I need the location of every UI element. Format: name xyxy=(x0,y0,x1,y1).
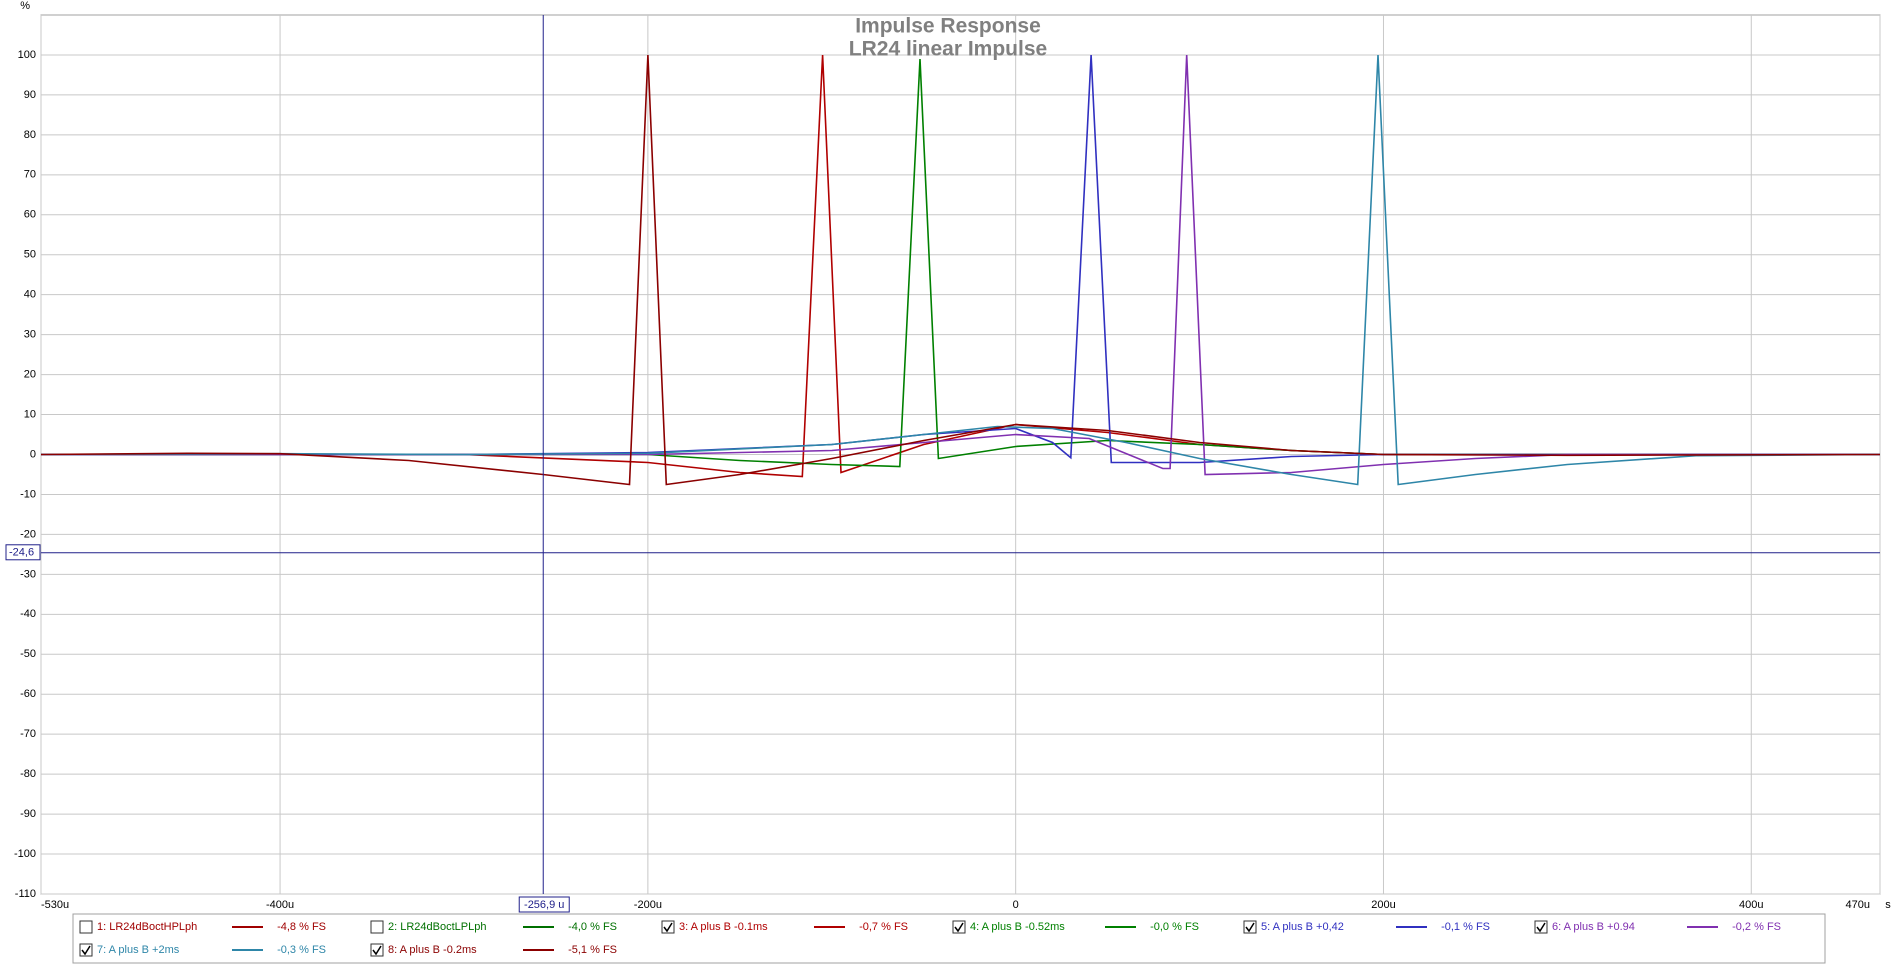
legend-readout: -0,3 % FS xyxy=(277,944,326,956)
legend xyxy=(72,913,1826,964)
legend-check xyxy=(81,945,91,956)
y-tick-label: -70 xyxy=(20,728,36,740)
x-unit: s xyxy=(1885,899,1891,911)
legend-name: 1: LR24dBoctHPLph xyxy=(97,921,197,933)
chart-subtitle: LR24 linear Impulse xyxy=(849,38,1047,61)
legend-check xyxy=(1536,922,1546,933)
legend-checkbox[interactable] xyxy=(1243,920,1257,934)
legend-name: 3: A plus B -0.1ms xyxy=(679,921,768,933)
series-line xyxy=(41,54,1880,476)
y-tick-label: -110 xyxy=(15,888,36,900)
legend-checkbox[interactable] xyxy=(370,920,384,934)
legend-check xyxy=(372,945,382,956)
legend-readout: -4,8 % FS xyxy=(277,921,326,933)
legend-name: 5: A plus B +0,42 xyxy=(1261,921,1344,933)
y-tick-label: 60 xyxy=(24,209,36,221)
y-tick-label: 70 xyxy=(24,169,36,181)
legend-check xyxy=(663,922,673,933)
legend-readout: -5,1 % FS xyxy=(568,944,617,956)
cursor-y-label: -24,6 xyxy=(9,547,34,559)
y-unit: % xyxy=(20,0,30,12)
series-line xyxy=(40,54,1881,486)
y-tick-label: -10 xyxy=(20,488,36,500)
x-tick-label: -530u xyxy=(41,899,69,911)
legend-check xyxy=(954,922,964,933)
legend-checkbox[interactable] xyxy=(79,920,93,934)
legend-check xyxy=(1245,922,1255,933)
y-tick-label: 50 xyxy=(24,249,36,261)
y-tick-label: 80 xyxy=(24,129,36,141)
y-tick-label: 40 xyxy=(24,289,36,301)
x-tick-label: 0 xyxy=(1013,899,1019,911)
y-tick-label: 20 xyxy=(24,368,36,380)
legend-checkbox[interactable] xyxy=(1534,920,1548,934)
y-tick-label: -60 xyxy=(20,688,36,700)
legend-readout: -0,7 % FS xyxy=(859,921,908,933)
legend-checkbox[interactable] xyxy=(952,920,966,934)
y-tick-label: -40 xyxy=(20,608,36,620)
legend-name: 8: A plus B -0.2ms xyxy=(388,944,477,956)
chart-title: Impulse Response xyxy=(855,15,1041,38)
legend-checkbox[interactable] xyxy=(79,943,93,957)
cursor-x-label: -256,9 u xyxy=(524,899,564,911)
y-tick-label: 30 xyxy=(24,329,36,341)
y-tick-label: -20 xyxy=(20,528,36,540)
legend-readout: -0,2 % FS xyxy=(1732,921,1781,933)
legend-name: 7: A plus B +2ms xyxy=(97,944,180,956)
y-tick-label: 100 xyxy=(18,49,36,61)
legend-name: 6: A plus B +0.94 xyxy=(1552,921,1635,933)
x-tick-label: -400u xyxy=(266,899,294,911)
legend-readout: -4,0 % FS xyxy=(568,921,617,933)
x-tick-label: 200u xyxy=(1371,899,1395,911)
legend-checkbox[interactable] xyxy=(370,943,384,957)
x-tick-label: 470u xyxy=(1846,899,1870,911)
y-tick-label: -80 xyxy=(20,768,36,780)
legend-checkbox[interactable] xyxy=(661,920,675,934)
x-tick-label: 400u xyxy=(1739,899,1763,911)
cursor-x-box xyxy=(518,896,570,913)
x-tick-label: -200u xyxy=(634,899,662,911)
legend-readout: -0,1 % FS xyxy=(1441,921,1490,933)
series-line xyxy=(40,54,1881,486)
y-tick-label: -90 xyxy=(20,808,36,820)
y-tick-label: -100 xyxy=(14,848,36,860)
y-tick-label: 0 xyxy=(30,448,36,460)
legend-name: 4: A plus B -0.52ms xyxy=(970,921,1065,933)
y-tick-label: -50 xyxy=(20,648,36,660)
y-tick-label: -30 xyxy=(20,568,36,580)
y-tick-label: 90 xyxy=(24,89,36,101)
y-tick-label: 10 xyxy=(24,408,36,420)
cursor-y-box xyxy=(5,544,41,561)
legend-readout: -0,0 % FS xyxy=(1150,921,1199,933)
legend-name: 2: LR24dBoctLPLph xyxy=(388,921,486,933)
